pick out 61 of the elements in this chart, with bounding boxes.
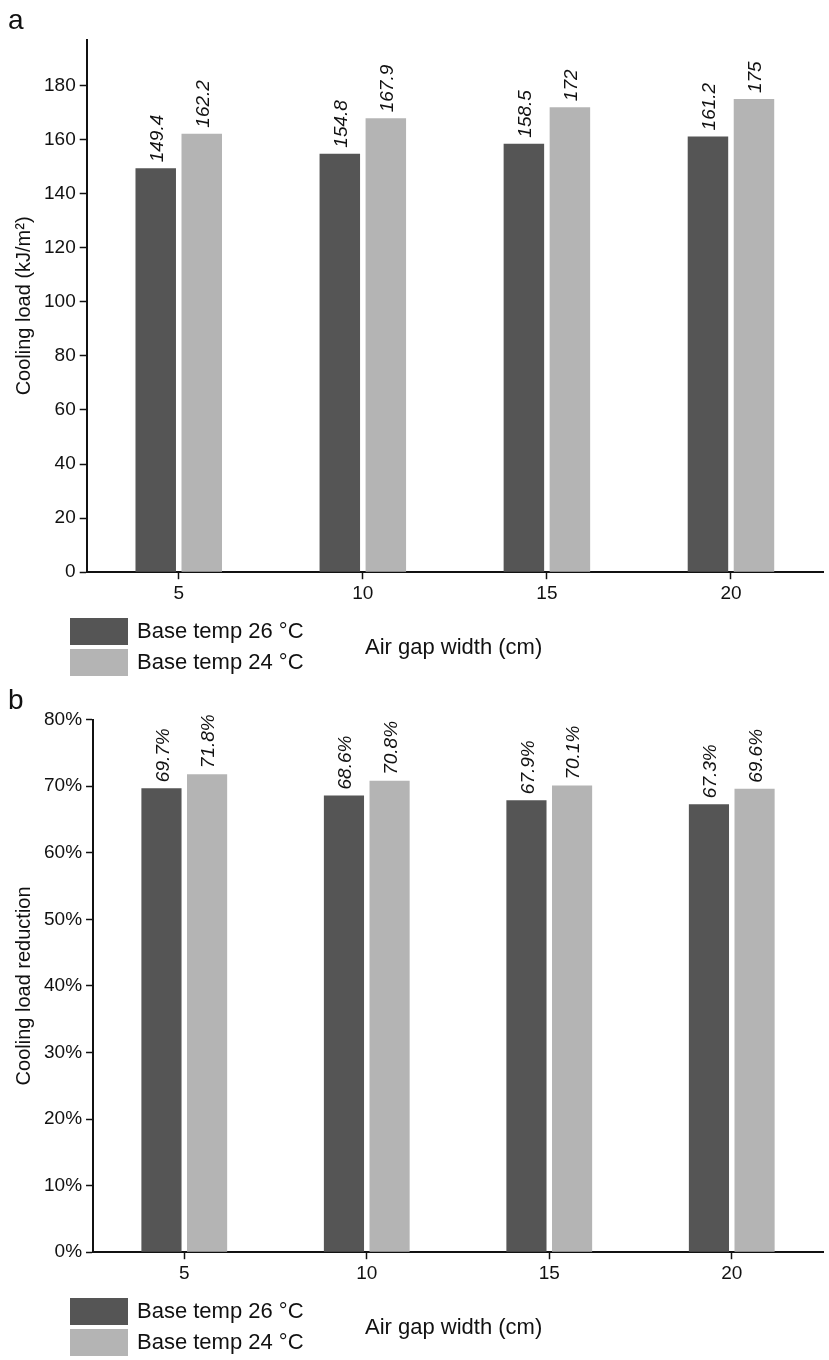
data-label: 69.6% bbox=[744, 728, 766, 783]
y-tick-label: 20% bbox=[44, 1107, 83, 1129]
y-axis-title: Cooling load reduction bbox=[11, 886, 34, 1086]
y-tick-label: 10% bbox=[44, 1173, 83, 1195]
data-label: 149.4 bbox=[146, 114, 168, 163]
chart-title: a bbox=[8, 3, 24, 35]
data-label: 70.1% bbox=[562, 725, 584, 780]
data-label: 175 bbox=[744, 60, 766, 94]
y-axis-title: Cooling load (kJ/m²) bbox=[11, 216, 34, 396]
bar bbox=[365, 118, 407, 572]
x-tick-label: 15 bbox=[538, 1261, 560, 1283]
legend-label: Base temp 24 °C bbox=[137, 1329, 304, 1355]
data-label: 172 bbox=[560, 69, 582, 102]
data-label: 167.9 bbox=[376, 64, 398, 113]
x-tick-label: 5 bbox=[173, 581, 185, 603]
data-label: 70.8% bbox=[379, 720, 401, 775]
bar bbox=[319, 153, 361, 572]
bar bbox=[733, 99, 775, 572]
y-tick-label: 40 bbox=[54, 452, 76, 474]
legend-label: Base temp 26 °C bbox=[137, 618, 304, 644]
x-tick-label: 10 bbox=[356, 1261, 378, 1283]
bar bbox=[687, 136, 729, 572]
data-label: 67.3% bbox=[699, 744, 721, 799]
chart-title: b bbox=[8, 683, 24, 715]
y-tick-label: 140 bbox=[44, 181, 76, 203]
data-label: 162.2 bbox=[192, 79, 214, 128]
y-tick-label: 20 bbox=[54, 506, 76, 528]
legend-label: Base temp 24 °C bbox=[137, 649, 304, 675]
y-tick-label: 60% bbox=[44, 840, 83, 862]
bar bbox=[503, 143, 545, 572]
x-tick-label: 10 bbox=[352, 581, 374, 603]
y-tick-label: 50% bbox=[44, 907, 83, 929]
y-tick-label: 30% bbox=[44, 1040, 83, 1062]
data-label: 69.7% bbox=[151, 728, 173, 783]
y-tick-label: 70% bbox=[44, 774, 83, 796]
y-tick-label: 180 bbox=[44, 73, 76, 95]
y-tick-label: 0 bbox=[65, 560, 76, 582]
x-tick-label: 20 bbox=[721, 1261, 743, 1283]
bar bbox=[135, 168, 176, 572]
data-label: 67.9% bbox=[516, 740, 538, 795]
y-tick-label: 100 bbox=[44, 290, 76, 312]
y-tick-label: 60 bbox=[54, 398, 76, 420]
data-label: 158.5 bbox=[514, 89, 536, 138]
y-tick-label: 0% bbox=[54, 1240, 83, 1262]
data-label: 154.8 bbox=[330, 99, 352, 148]
x-axis-title: Air gap width (cm) bbox=[365, 1314, 543, 1340]
y-tick-label: 120 bbox=[44, 236, 76, 258]
x-tick-label: 5 bbox=[178, 1261, 190, 1283]
x-axis-title: Air gap width (cm) bbox=[365, 634, 543, 660]
y-tick-label: 160 bbox=[44, 127, 76, 149]
bar bbox=[181, 133, 222, 572]
data-label: 161.2 bbox=[698, 82, 720, 131]
data-label: 71.8% bbox=[197, 714, 219, 769]
y-tick-label: 80% bbox=[44, 707, 83, 729]
bar bbox=[549, 107, 591, 572]
y-tick-label: 80 bbox=[54, 344, 76, 366]
x-tick-label: 15 bbox=[536, 581, 558, 603]
legend-label: Base temp 26 °C bbox=[137, 1298, 304, 1324]
y-tick-label: 40% bbox=[44, 974, 83, 996]
x-tick-label: 20 bbox=[720, 581, 742, 603]
data-label: 68.6% bbox=[334, 735, 356, 790]
